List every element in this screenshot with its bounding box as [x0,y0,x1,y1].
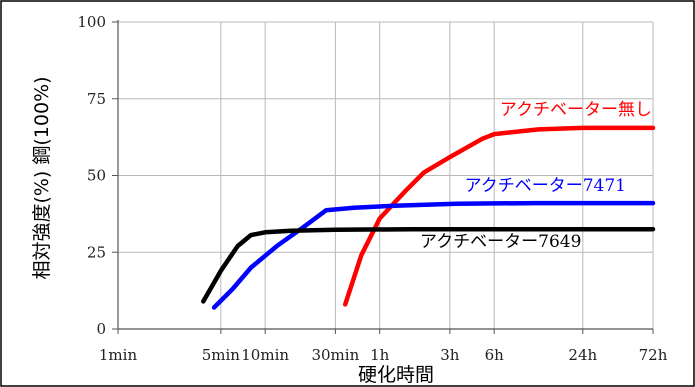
x-tick-label: 10min [241,346,289,364]
x-tick-label: 1h [370,346,390,364]
x-tick-label: 1min [99,346,138,364]
x-tick-label: 72h [639,346,668,364]
series-lines [201,125,656,310]
series-label: アクチベーター無し [500,100,652,120]
x-tick-label: 3h [440,346,460,364]
x-axis-title: 硬化時間 [358,364,434,386]
series-label: アクチベーター7649 [420,232,581,252]
y-tick-labels: 0 25 50 75 100 [77,13,106,338]
series-line [201,226,656,304]
y-tick-label: 75 [87,90,106,108]
axes [112,20,654,334]
x-tick-label: 6h [485,346,505,364]
y-tick-label: 100 [77,13,106,31]
x-tick-label: 5min [202,346,241,364]
x-tick-label: 24h [568,346,597,364]
x-tick-labels: 1min 5min 10min 30min 1h 3h 6h 24h 72h [99,346,668,364]
y-tick-label: 25 [87,243,106,261]
x-tick-label: 30min [311,346,359,364]
y-tick-label: 50 [87,167,106,185]
y-axis-title: 相対強度(%) 鋼(100%) [31,76,53,279]
y-tick-label: 0 [96,320,106,338]
series-label: アクチベーター7471 [465,176,626,196]
grid-lines [118,21,654,329]
series-line [211,200,656,310]
